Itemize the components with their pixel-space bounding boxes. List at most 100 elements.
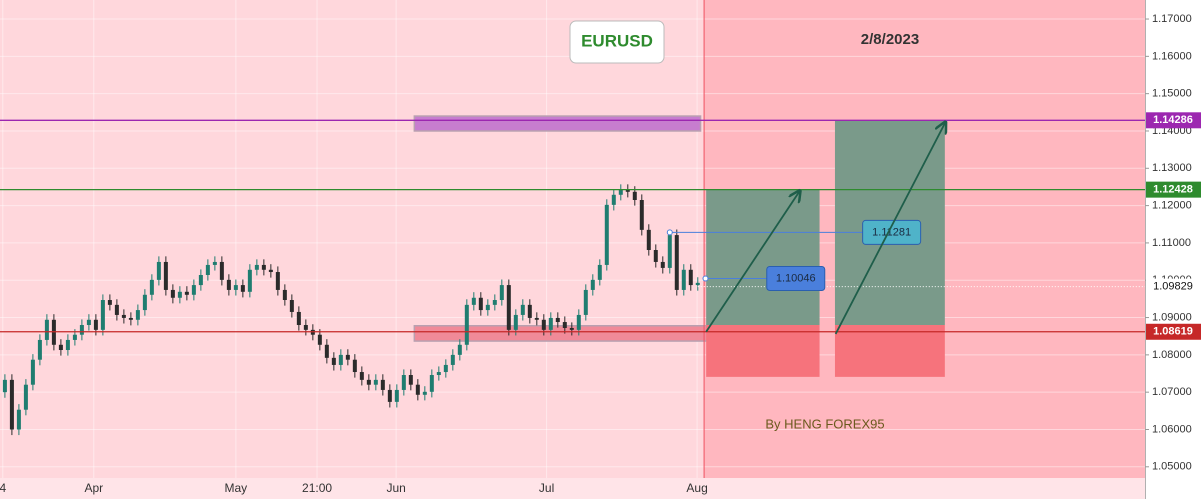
y-tick-label: 1.13000 bbox=[1152, 162, 1192, 174]
candle-body bbox=[282, 289, 287, 301]
x-tick-label: 21:00 bbox=[302, 481, 332, 495]
loss-zone bbox=[834, 325, 945, 377]
candle-body bbox=[79, 325, 84, 335]
y-tick-label: 1.05000 bbox=[1152, 461, 1192, 473]
candle-body bbox=[219, 261, 224, 280]
candle-body bbox=[303, 325, 308, 330]
level-label-box bbox=[1146, 181, 1201, 198]
candle-body bbox=[618, 189, 623, 195]
level-label: 1.12428 bbox=[1153, 184, 1193, 196]
candle-body bbox=[352, 359, 357, 373]
candle-body bbox=[359, 372, 364, 380]
candle-body bbox=[632, 191, 637, 201]
candle-body bbox=[37, 339, 42, 360]
candle-body bbox=[247, 269, 252, 292]
candle-body bbox=[604, 204, 609, 265]
y-tick-label: 1.17000 bbox=[1152, 13, 1192, 25]
candle-body bbox=[695, 282, 700, 286]
candle-body bbox=[499, 285, 504, 301]
candle-body bbox=[436, 372, 441, 376]
candle-body bbox=[296, 311, 301, 326]
x-tick-label: Aug bbox=[686, 481, 707, 495]
x-tick-label: 4 bbox=[0, 481, 6, 495]
candle-body bbox=[688, 269, 693, 286]
y-tick-label: 1.08000 bbox=[1152, 349, 1192, 361]
candle-body bbox=[93, 319, 98, 330]
x-tick-label: May bbox=[225, 481, 248, 495]
candle-body bbox=[268, 269, 273, 273]
price-mark-box bbox=[862, 219, 922, 245]
current-price-box bbox=[1146, 278, 1201, 295]
plot-layer: 1.11281 1.10046 bbox=[0, 0, 1145, 478]
y-tick-label: 1.06000 bbox=[1152, 423, 1192, 435]
candle-body bbox=[317, 334, 322, 345]
candle-body bbox=[233, 285, 238, 290]
candle-body bbox=[198, 275, 203, 286]
candle-body bbox=[135, 310, 140, 320]
candle-body bbox=[506, 285, 511, 330]
candle-body bbox=[16, 409, 21, 430]
candle-body bbox=[324, 344, 329, 358]
candle-body bbox=[485, 304, 490, 311]
candle-body bbox=[443, 364, 448, 373]
candle-body bbox=[548, 317, 553, 330]
candle-body bbox=[429, 375, 434, 392]
candle-body bbox=[128, 317, 133, 320]
candle-body bbox=[261, 264, 266, 270]
candle-body bbox=[611, 194, 616, 205]
candle-body bbox=[254, 264, 259, 270]
price-mark-label: 1.10046 bbox=[776, 272, 816, 284]
arrow bbox=[705, 191, 800, 333]
candle-body bbox=[653, 250, 658, 262]
candle-body bbox=[30, 359, 35, 385]
candle-body bbox=[2, 379, 7, 393]
candle-body bbox=[184, 291, 189, 295]
candle-body bbox=[58, 344, 63, 351]
price-mark-label: 1.11281 bbox=[872, 226, 911, 238]
candle-body bbox=[205, 264, 210, 276]
y-tick-label: 1.12000 bbox=[1152, 200, 1192, 212]
candle-body bbox=[541, 319, 546, 330]
candle-body bbox=[464, 304, 469, 345]
candle-body bbox=[275, 272, 280, 290]
candle-body bbox=[401, 375, 406, 390]
y-tick-label: 1.09000 bbox=[1152, 311, 1192, 323]
candle-body bbox=[380, 379, 385, 390]
x-tick-label: Jun bbox=[386, 481, 405, 495]
current-price-label: 1.09829 bbox=[1153, 281, 1193, 293]
x-tick-label: Jul bbox=[539, 481, 554, 495]
candle-body bbox=[100, 300, 105, 330]
candle-body bbox=[583, 289, 588, 315]
candle-body bbox=[387, 389, 392, 402]
candle-body bbox=[660, 261, 665, 268]
candle-body bbox=[163, 261, 168, 290]
candle-body bbox=[289, 300, 294, 312]
candle-body bbox=[408, 375, 413, 385]
candle-body bbox=[422, 391, 427, 395]
candle-body bbox=[373, 379, 378, 385]
candle-body bbox=[114, 304, 119, 315]
candle-body bbox=[527, 304, 532, 318]
x-tick-label: Apr bbox=[84, 481, 103, 495]
candle-body bbox=[625, 189, 630, 192]
zone bbox=[413, 325, 711, 342]
level-label-box bbox=[1146, 112, 1201, 129]
zone bbox=[413, 115, 702, 132]
candle-body bbox=[240, 285, 245, 292]
y-tick-label: 1.16000 bbox=[1152, 50, 1192, 62]
candle-body bbox=[149, 279, 154, 295]
level-label-box bbox=[1146, 323, 1201, 340]
candle-body bbox=[212, 261, 217, 265]
title-box bbox=[569, 20, 665, 64]
price-mark-dot bbox=[702, 275, 709, 282]
candle-body bbox=[72, 334, 77, 340]
candle-body bbox=[44, 319, 49, 340]
level-label: 1.08619 bbox=[1153, 326, 1193, 338]
candle-body bbox=[597, 264, 602, 280]
candle-body bbox=[177, 291, 182, 298]
candle-body bbox=[576, 314, 581, 330]
candle-body bbox=[86, 319, 91, 326]
candle-body bbox=[156, 261, 161, 280]
candle-body bbox=[457, 344, 462, 355]
